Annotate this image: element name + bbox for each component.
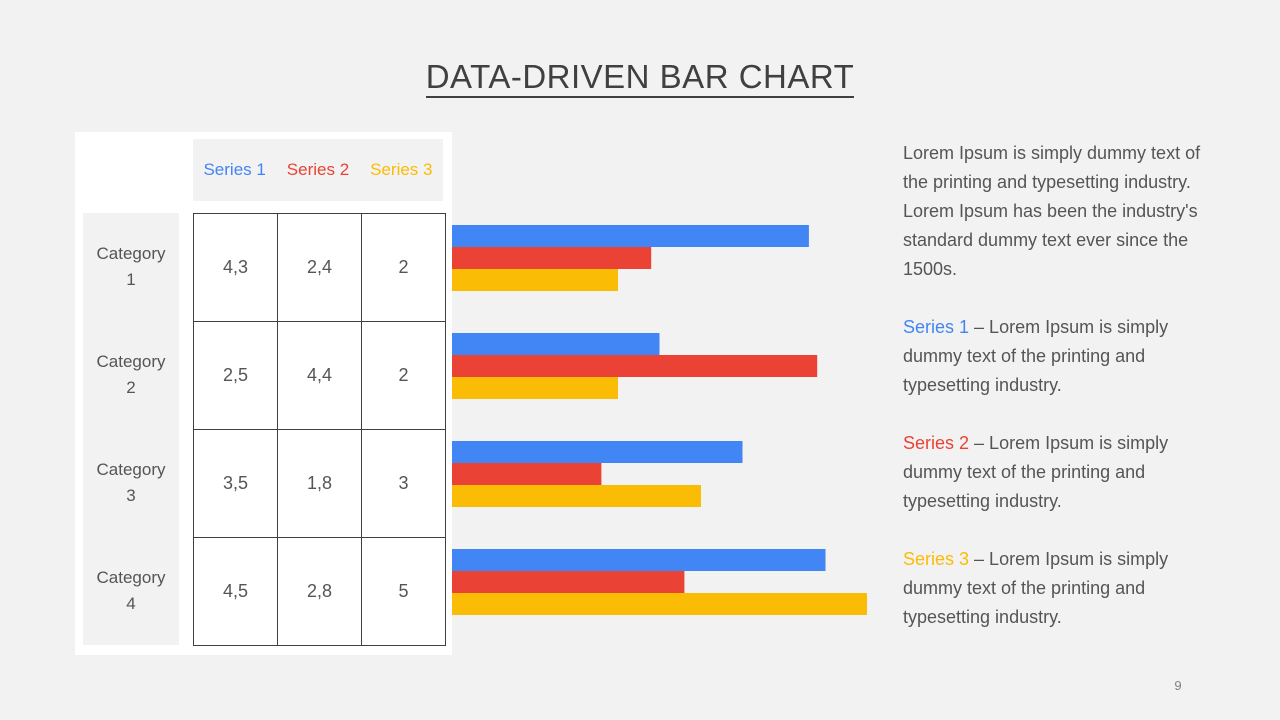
description-panel: Lorem Ipsum is simply dummy text of the … (903, 139, 1223, 661)
data-table: 4,3 2,4 2 2,5 4,4 2 3,5 1,8 3 4,5 2,8 5 (193, 213, 446, 646)
bar-3-category-1 (452, 269, 618, 291)
bar-1-category-3 (452, 441, 743, 463)
series-description-label-2: Series 2 (903, 433, 970, 453)
page-number: 9 (1174, 678, 1182, 693)
bar-3-category-4 (452, 593, 867, 615)
table-cell: 3 (361, 429, 446, 538)
table-cell: 2,8 (277, 537, 362, 646)
bar-2-category-4 (452, 571, 685, 593)
series-description-label-3: Series 3 (903, 549, 970, 569)
series-description-1: Series 1 – Lorem Ipsum is simply dummy t… (903, 313, 1223, 400)
category-column: Category 1 Category 2 Category 3 Categor… (83, 213, 179, 645)
bar-1-category-2 (452, 333, 660, 355)
table-cell: 2 (361, 321, 446, 430)
series-description-3: Series 3 – Lorem Ipsum is simply dummy t… (903, 545, 1223, 632)
table-cell: 4,5 (193, 537, 278, 646)
slide-title: DATA-DRIVEN BAR CHART (0, 58, 1280, 98)
category-label-2: Category 2 (96, 352, 166, 397)
table-row: 2,5 4,4 2 (193, 321, 446, 430)
table-row: 4,3 2,4 2 (193, 213, 446, 322)
bar-3-category-2 (452, 377, 618, 399)
table-cell: 2 (361, 213, 446, 322)
table-row: 3,5 1,8 3 (193, 429, 446, 538)
series-description-2: Series 2 – Lorem Ipsum is simply dummy t… (903, 429, 1223, 516)
series-description-text-2: – Lorem Ipsum is simply dummy text of th… (903, 433, 1169, 511)
series-header-1: Series 1 (203, 160, 266, 179)
bar-2-category-1 (452, 247, 652, 269)
bar-1-category-1 (452, 225, 809, 247)
table-cell: 2,5 (193, 321, 278, 430)
table-cell: 4,3 (193, 213, 278, 322)
table-cell: 3,5 (193, 429, 278, 538)
table-cell: 5 (361, 537, 446, 646)
category-label-1: Category 1 (96, 244, 166, 289)
bar-3-category-3 (452, 485, 701, 507)
bar-2-category-2 (452, 355, 818, 377)
bar-chart (452, 225, 867, 615)
description-intro: Lorem Ipsum is simply dummy text of the … (903, 143, 1201, 279)
category-label-4: Category 4 (96, 568, 166, 613)
bar-1-category-4 (452, 549, 826, 571)
category-label-3: Category 3 (96, 460, 166, 505)
table-cell: 4,4 (277, 321, 362, 430)
series-description-text-3: – Lorem Ipsum is simply dummy text of th… (903, 549, 1169, 627)
table-row: 4,5 2,8 5 (193, 537, 446, 646)
series-header-row: Series 1 Series 2 Series 3 (193, 139, 443, 201)
series-description-text-1: – Lorem Ipsum is simply dummy text of th… (903, 317, 1169, 395)
table-cell: 1,8 (277, 429, 362, 538)
series-header-2: Series 2 (286, 160, 350, 179)
series-description-label-1: Series 1 (903, 317, 970, 337)
bar-2-category-3 (452, 463, 602, 485)
series-header-3: Series 3 (370, 160, 433, 179)
table-cell: 2,4 (277, 213, 362, 322)
